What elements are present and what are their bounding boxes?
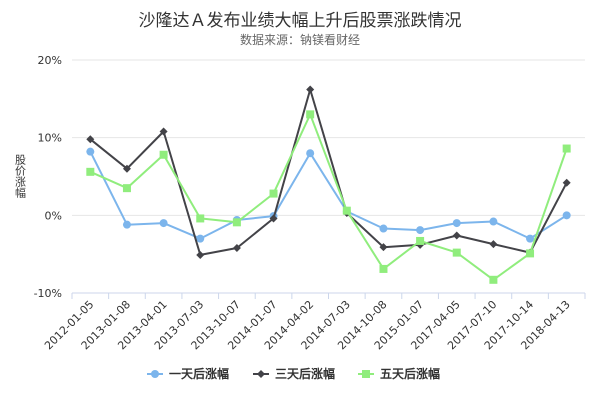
- series-2-point: [379, 243, 388, 252]
- series-3-point: [489, 275, 498, 284]
- legend-label: 一天后涨幅: [169, 366, 229, 381]
- legend-label: 五天后涨幅: [380, 366, 440, 381]
- series-line-2: [89, 88, 568, 256]
- series-2-point: [269, 214, 278, 223]
- series-2-point: [452, 231, 461, 240]
- series-3-point: [562, 144, 571, 153]
- series-1-point: [452, 219, 461, 228]
- series-1-point: [122, 220, 131, 229]
- series-1-point: [196, 234, 205, 243]
- legend-marker: [362, 370, 370, 378]
- series-3-point: [526, 249, 535, 258]
- y-tick-label: 0%: [45, 209, 62, 222]
- series-3-point: [416, 236, 425, 245]
- series-2-point: [196, 250, 205, 259]
- chart-title: 沙隆达Ａ发布业绩大幅上升后股票涨跌情况: [138, 11, 462, 31]
- series-1-point: [489, 217, 498, 226]
- chart-subtitle: 数据来源：钠镁看财经: [239, 33, 360, 47]
- series-1-point: [526, 234, 535, 243]
- series-2-point: [489, 240, 498, 249]
- series-2-point: [122, 164, 131, 173]
- series-3-point: [306, 110, 315, 119]
- y-tick-label: 20%: [38, 54, 62, 67]
- series-3-point: [269, 189, 278, 198]
- legend-marker: [257, 370, 265, 378]
- series-3-point: [196, 214, 205, 223]
- series-3-point: [86, 167, 95, 176]
- series-3-point: [452, 248, 461, 257]
- series-2-point: [232, 243, 241, 252]
- series-line-3: [89, 113, 568, 281]
- y-tick-label: 10%: [38, 132, 62, 145]
- series-3-point: [379, 264, 388, 273]
- series-3-point: [232, 218, 241, 227]
- series-1-point: [306, 149, 315, 158]
- legend-marker: [151, 370, 159, 378]
- series-1-point: [159, 219, 168, 228]
- series-3-point: [342, 206, 351, 215]
- series-2-point: [562, 178, 571, 187]
- series-2-point: [306, 85, 315, 94]
- series-2-point: [159, 127, 168, 136]
- series-1-point: [562, 211, 571, 220]
- y-tick-label: -10%: [34, 287, 62, 300]
- series-3-point: [159, 150, 168, 159]
- series-1-point: [416, 226, 425, 235]
- series-line-1: [89, 151, 568, 240]
- series-1-point: [379, 224, 388, 233]
- y-axis-label: 股价涨幅: [14, 154, 27, 199]
- series-1-point: [86, 147, 95, 156]
- series-2-point: [86, 135, 95, 144]
- series-3-point: [122, 184, 131, 193]
- legend-label: 三天后涨幅: [275, 366, 335, 381]
